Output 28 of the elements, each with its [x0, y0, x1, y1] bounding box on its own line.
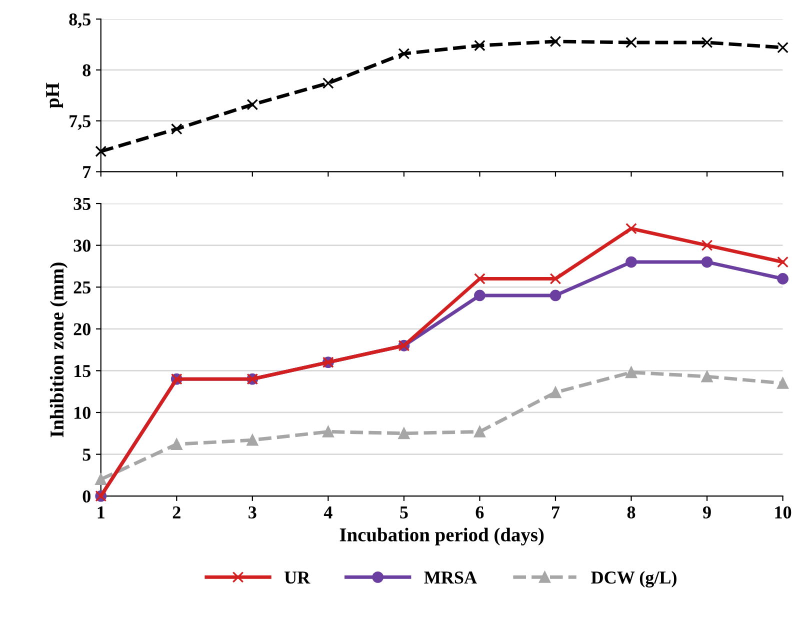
- x-tick-label: 6: [476, 506, 484, 519]
- y-tick-label: 8,5: [69, 13, 90, 28]
- y-tick-label: 10: [74, 406, 90, 419]
- y-tick-label: 8: [82, 64, 91, 76]
- y-tick-label: 30: [74, 240, 90, 252]
- y-tick-label: 5: [82, 448, 90, 461]
- x-tick-label: 1: [98, 506, 104, 518]
- legend-label: MRSA: [424, 572, 477, 584]
- y-axis-title: pH: [46, 82, 64, 108]
- x-tick-label: 9: [703, 506, 711, 519]
- legend-label: DCW (g/L): [591, 570, 676, 588]
- x-tick-label: 4: [324, 506, 332, 518]
- y-tick-label: 20: [74, 323, 90, 336]
- x-tick-label: 10: [775, 506, 792, 519]
- x-tick-label: 8: [627, 506, 636, 519]
- y-tick-label: 15: [74, 365, 90, 378]
- y-tick-label: 25: [74, 281, 90, 294]
- y-axis-title: Inhibition zone (mm): [50, 262, 68, 438]
- y-tick-label: 0: [82, 490, 90, 503]
- x-tick-label: 3: [248, 506, 256, 519]
- x-axis-title: Incubation period (days): [340, 528, 544, 546]
- y-tick-label: 7: [83, 166, 91, 178]
- y-tick-label: 7,5: [70, 115, 90, 130]
- y-tick-label: 35: [74, 198, 90, 210]
- x-tick-label: 2: [172, 506, 180, 518]
- x-tick-label: 7: [552, 506, 560, 518]
- legend-label: UR: [284, 572, 310, 584]
- x-tick-label: 5: [400, 506, 408, 519]
